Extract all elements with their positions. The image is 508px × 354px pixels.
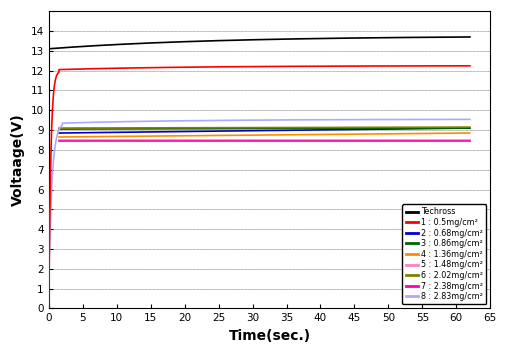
1 : 0.5mg/cm²: (26.7, 12.2): 0.5mg/cm²: (26.7, 12.2) [227,65,233,69]
8 : 2.83mg/cm²: (18.9, 9.46): 2.83mg/cm²: (18.9, 9.46) [174,119,180,123]
X-axis label: Time(sec.): Time(sec.) [229,329,310,343]
Techross [457,35,463,39]
Legend: Techross, 1 : 0.5mg/cm², 2 : 0.68mg/cm², 3 : 0.86mg/cm², 4 : 1.36mg/cm², 5 : 1.4: Techross, 1 : 0.5mg/cm², 2 : 0.68mg/cm²,… [402,204,486,304]
Techross [467,35,473,39]
Techross [274,37,280,41]
1 : 0.5mg/cm²: (53.5, 12.2): 0.5mg/cm²: (53.5, 12.2) [409,64,415,68]
8 : 2.83mg/cm²: (57.5, 9.54): 2.83mg/cm²: (57.5, 9.54) [436,117,442,121]
Techross [246,38,252,42]
Y-axis label: Voltaage(V): Voltaage(V) [11,113,25,206]
Techross [296,37,302,41]
Techross [46,47,52,51]
8 : 2.83mg/cm²: (1.25, 8.76): 2.83mg/cm²: (1.25, 8.76) [54,133,60,137]
Line: 8 : 2.83mg/cm²: 8 : 2.83mg/cm² [49,119,470,277]
Line: Techross: Techross [49,37,470,49]
1 : 0.5mg/cm²: (0, 0): 0.5mg/cm²: (0, 0) [46,306,52,310]
1 : 0.5mg/cm²: (24.9, 12.2): 0.5mg/cm²: (24.9, 12.2) [215,65,221,69]
Techross [248,38,255,42]
8 : 2.83mg/cm²: (0, 1.6): 2.83mg/cm²: (0, 1.6) [46,275,52,279]
1 : 0.5mg/cm²: (47.7, 12.2): 0.5mg/cm²: (47.7, 12.2) [370,64,376,68]
Line: 1 : 0.5mg/cm²: 1 : 0.5mg/cm² [49,66,470,308]
Techross [391,35,397,40]
8 : 2.83mg/cm²: (62, 9.54): 2.83mg/cm²: (62, 9.54) [467,117,473,121]
1 : 0.5mg/cm²: (0.0152, 0.591): 0.5mg/cm²: (0.0152, 0.591) [46,295,52,299]
1 : 0.5mg/cm²: (25.2, 12.2): 0.5mg/cm²: (25.2, 12.2) [217,65,223,69]
8 : 2.83mg/cm²: (12.9, 9.43): 2.83mg/cm²: (12.9, 9.43) [133,119,139,124]
1 : 0.5mg/cm²: (62, 12.2): 0.5mg/cm²: (62, 12.2) [467,64,473,68]
8 : 2.83mg/cm²: (5.32, 9.38): 2.83mg/cm²: (5.32, 9.38) [82,120,88,125]
8 : 2.83mg/cm²: (60.5, 9.54): 2.83mg/cm²: (60.5, 9.54) [457,117,463,121]
